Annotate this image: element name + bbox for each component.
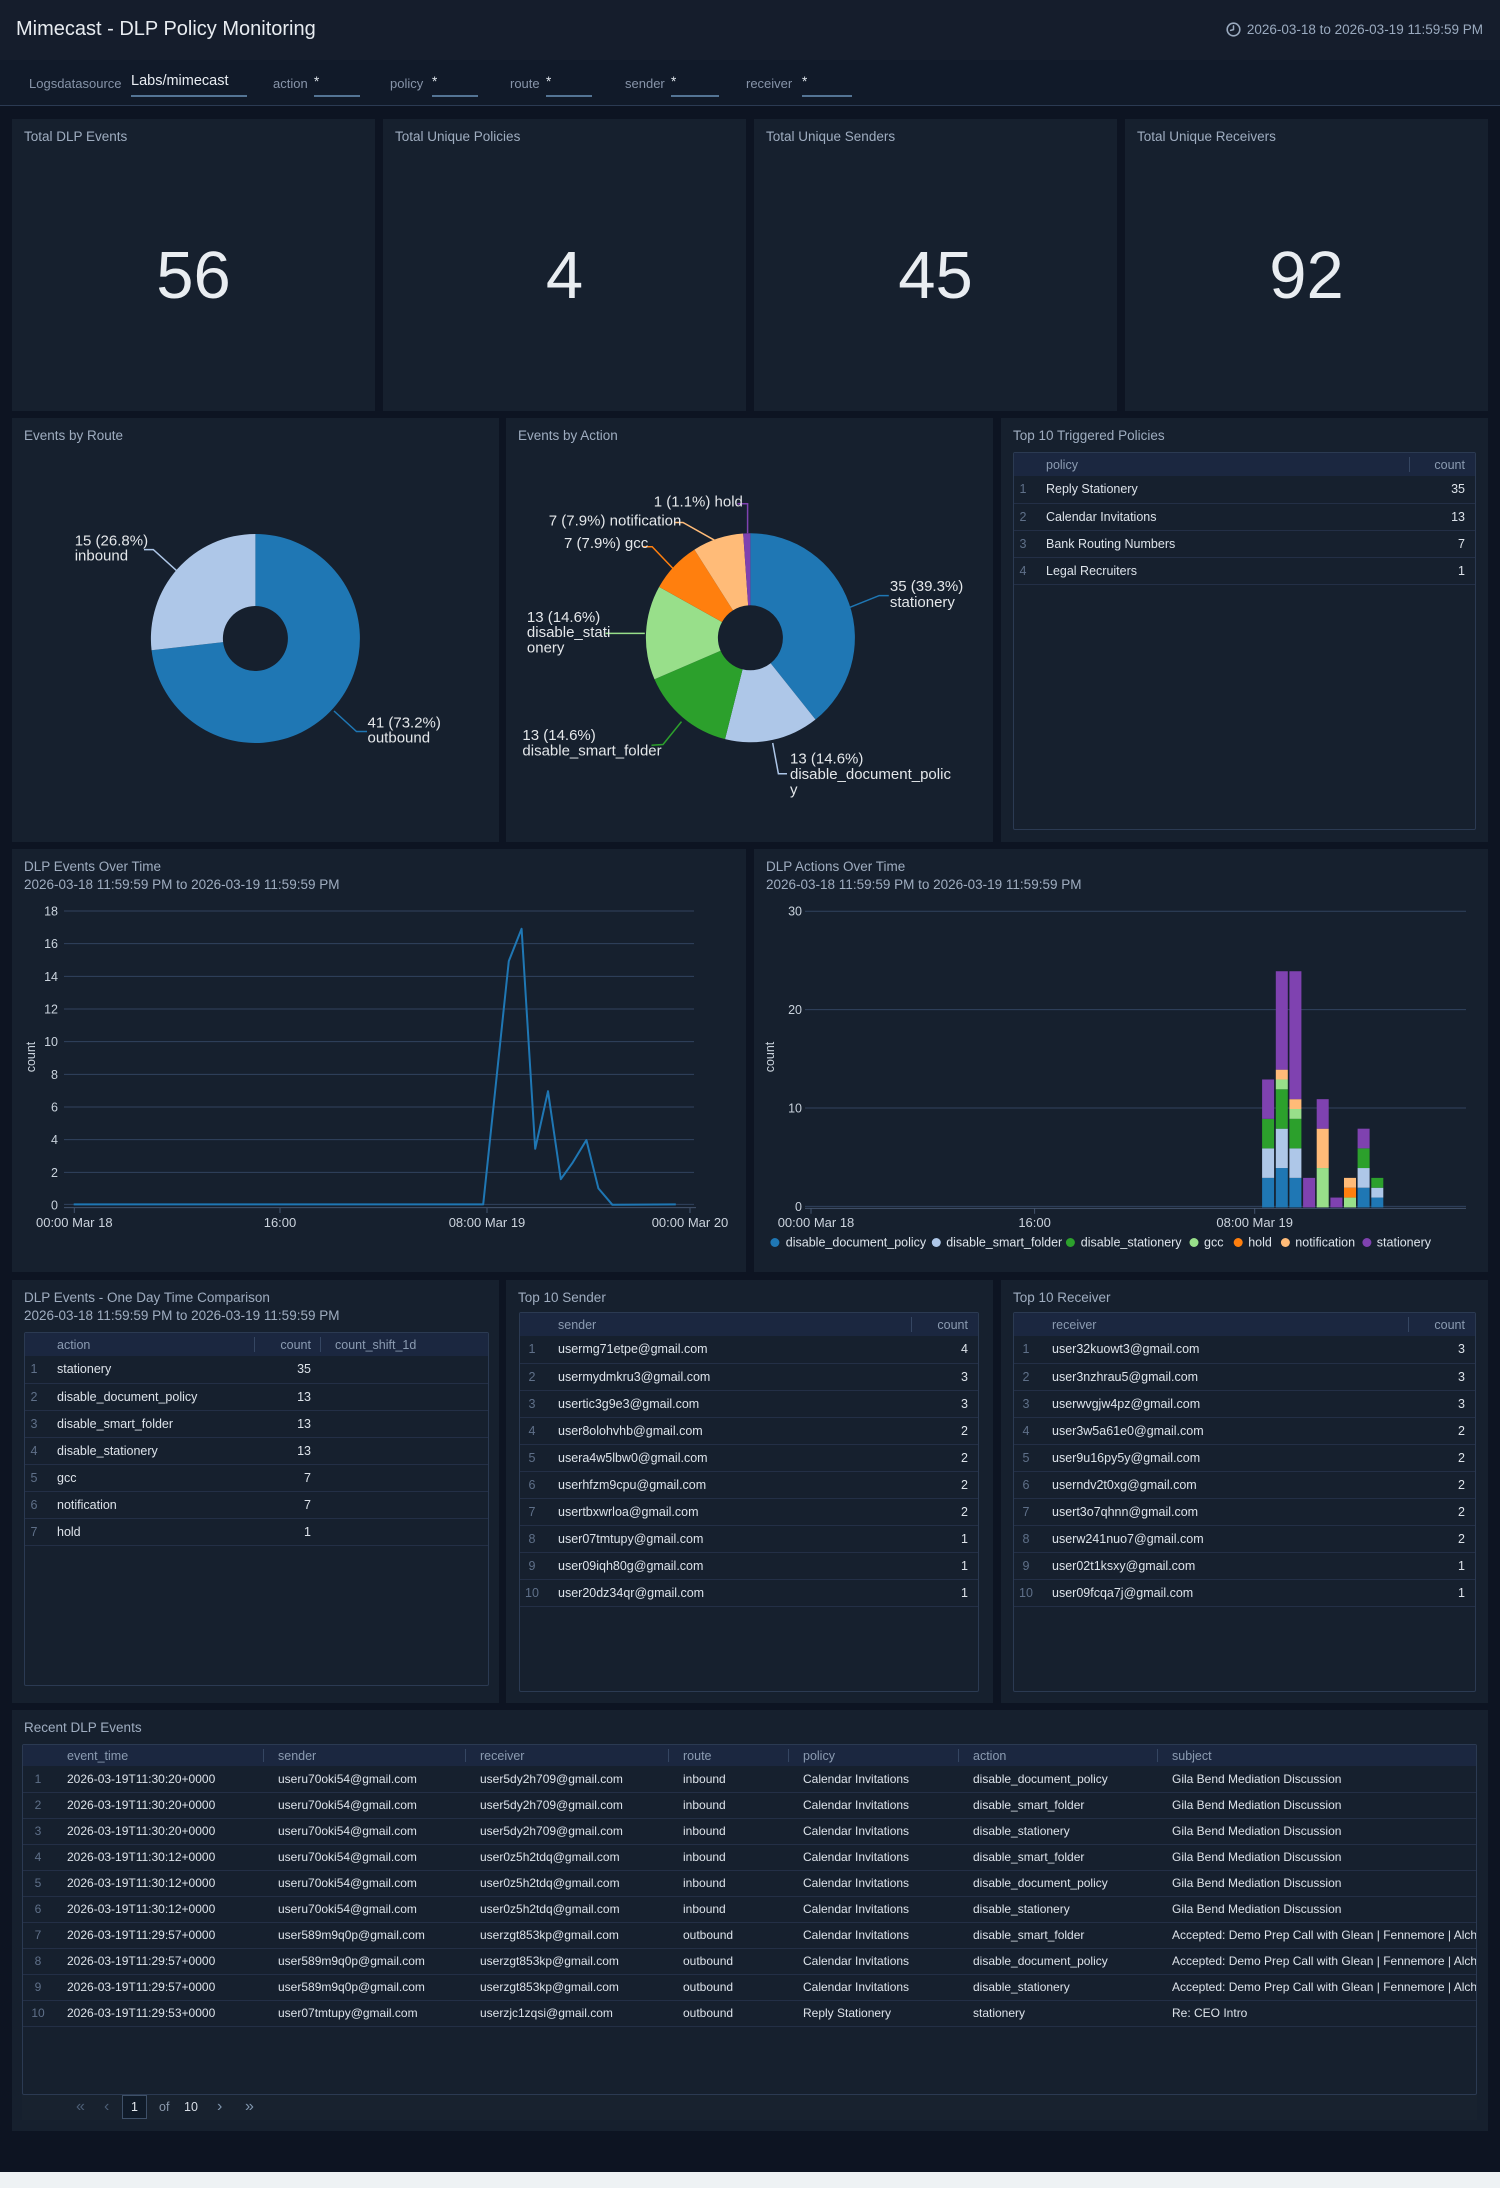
svg-text:12: 12 [44, 1003, 58, 1017]
svg-text:outbound: outbound [368, 730, 431, 747]
svg-text:0: 0 [51, 1199, 58, 1213]
svg-text:4: 4 [51, 1133, 58, 1147]
svg-text:gcc: gcc [1204, 1236, 1223, 1250]
svg-text:08:00 Mar 19: 08:00 Mar 19 [449, 1215, 526, 1230]
svg-text:18: 18 [44, 905, 58, 919]
svg-text:disable_smart_folder: disable_smart_folder [946, 1236, 1062, 1250]
svg-text:disable_smart_folder: disable_smart_folder [522, 743, 661, 760]
svg-text:1 (1.1%) hold: 1 (1.1%) hold [654, 494, 743, 511]
svg-text:10: 10 [44, 1035, 58, 1049]
svg-text:35 (39.3%): 35 (39.3%) [890, 578, 963, 595]
svg-text:count: count [763, 1041, 777, 1072]
svg-text:16: 16 [44, 937, 58, 951]
svg-text:onery: onery [527, 640, 565, 657]
svg-text:15 (26.8%): 15 (26.8%) [75, 532, 148, 549]
svg-text:count: count [24, 1041, 38, 1072]
svg-text:8: 8 [51, 1068, 58, 1082]
svg-text:30: 30 [788, 905, 802, 919]
svg-text:disable_document_polic: disable_document_polic [790, 766, 951, 783]
svg-text:41 (73.2%): 41 (73.2%) [368, 715, 441, 732]
svg-text:20: 20 [788, 1003, 802, 1017]
svg-text:10: 10 [788, 1102, 802, 1116]
svg-text:00:00 Mar 20: 00:00 Mar 20 [652, 1215, 729, 1230]
svg-text:stationery: stationery [890, 594, 956, 611]
svg-text:00:00 Mar 18: 00:00 Mar 18 [778, 1215, 855, 1230]
svg-text:6: 6 [51, 1101, 58, 1115]
svg-text:16:00: 16:00 [264, 1215, 297, 1230]
svg-text:disable_stationery: disable_stationery [1081, 1236, 1183, 1250]
svg-text:disable_stati: disable_stati [527, 624, 610, 641]
svg-text:inbound: inbound [75, 547, 128, 564]
svg-text:13 (14.6%): 13 (14.6%) [527, 609, 600, 626]
svg-text:stationery: stationery [1377, 1236, 1432, 1250]
svg-text:notification: notification [1295, 1236, 1355, 1250]
svg-text:disable_document_policy: disable_document_policy [786, 1236, 927, 1250]
svg-text:2: 2 [51, 1166, 58, 1180]
svg-text:7 (7.9%) gcc: 7 (7.9%) gcc [564, 535, 649, 552]
svg-text:y: y [790, 781, 798, 798]
svg-text:0: 0 [795, 1200, 802, 1214]
svg-text:16:00: 16:00 [1018, 1215, 1051, 1230]
svg-text:14: 14 [44, 970, 58, 984]
svg-text:08:00 Mar 19: 08:00 Mar 19 [1216, 1215, 1293, 1230]
svg-text:00:00 Mar 18: 00:00 Mar 18 [36, 1215, 113, 1230]
svg-text:13 (14.6%): 13 (14.6%) [522, 727, 595, 744]
svg-text:13 (14.6%): 13 (14.6%) [790, 751, 863, 768]
svg-text:7 (7.9%) notification: 7 (7.9%) notification [549, 513, 682, 530]
svg-text:hold: hold [1248, 1236, 1272, 1250]
